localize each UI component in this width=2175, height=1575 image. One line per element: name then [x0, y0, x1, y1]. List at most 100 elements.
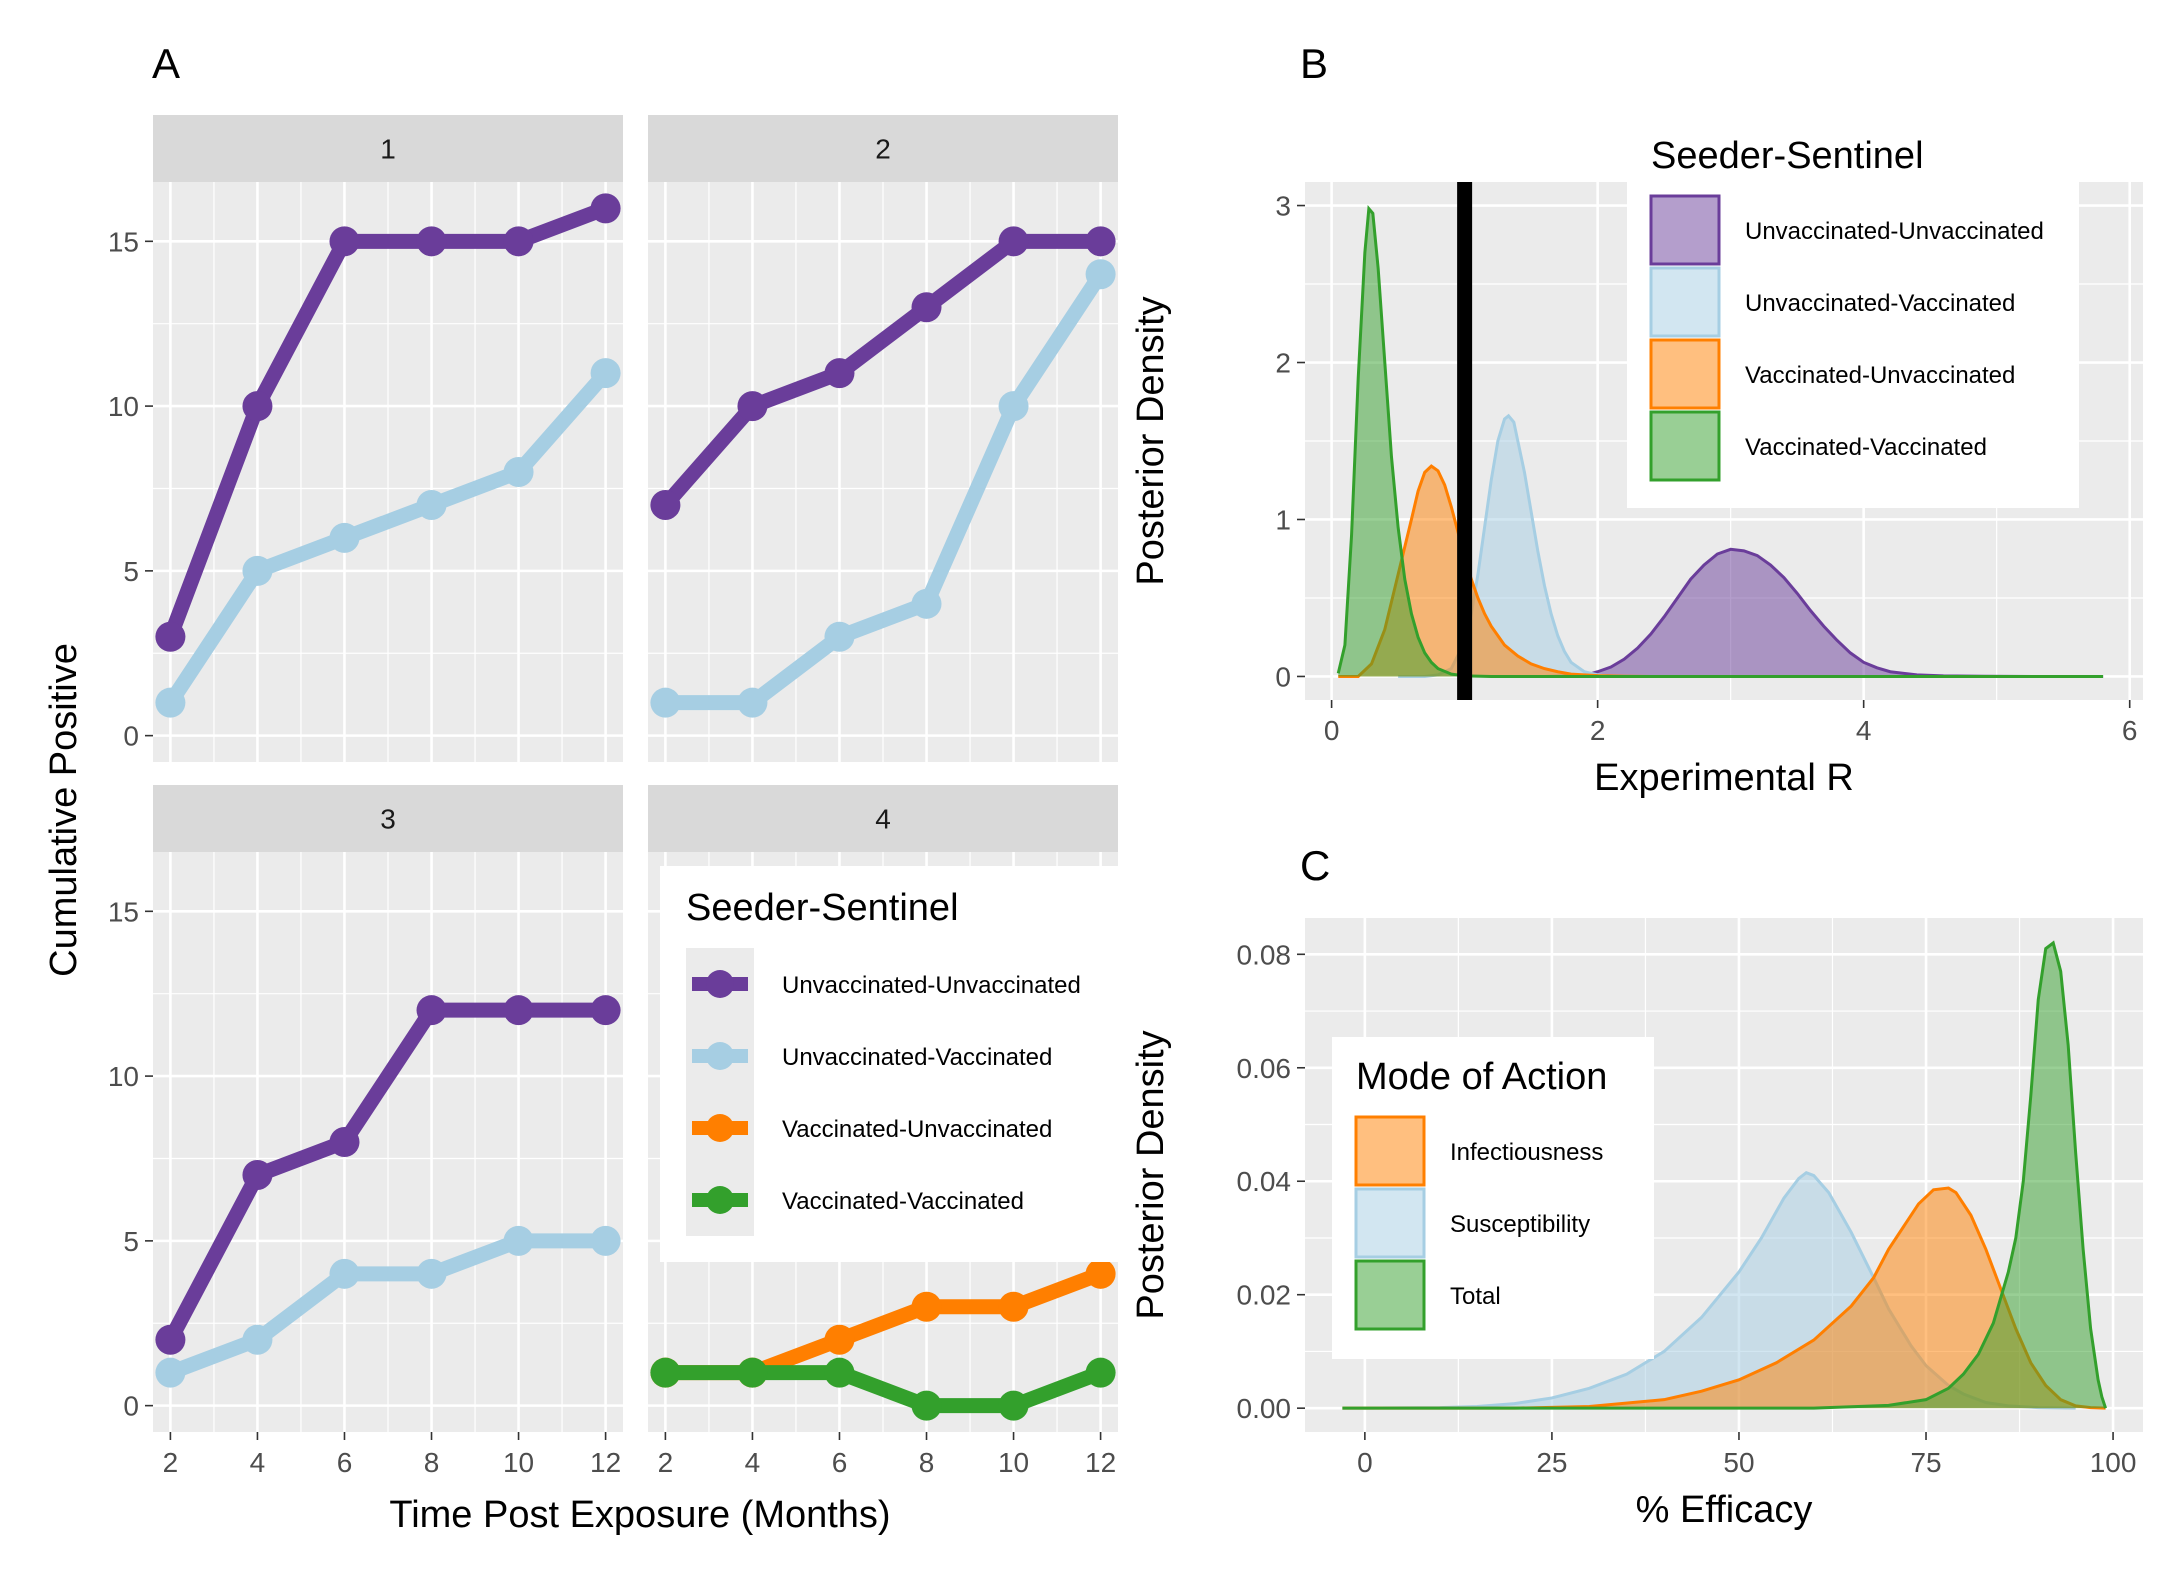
facet-4-series-vaccinated-vaccinated-point: [1085, 1357, 1116, 1388]
facet-1-series-unvaccinated-vaccinated-point: [503, 457, 534, 487]
panel-c-y-tick-label: 0.08: [1237, 939, 1292, 970]
facet-2-series-unvaccinated-vaccinated-point: [911, 588, 942, 619]
facet-2-series-unvaccinated-unvaccinated-point: [650, 489, 681, 520]
facet-4-series-vaccinated-vaccinated-point: [998, 1390, 1029, 1421]
facet-3-series-unvaccinated-unvaccinated-point: [155, 1324, 186, 1355]
panel-a-legend-key-vaccinated-unvaccinated-point: [706, 1114, 734, 1142]
facet-2-series-unvaccinated-unvaccinated-point: [824, 358, 855, 389]
panel-label-a: A: [152, 40, 180, 87]
facet-4-series-vaccinated-vaccinated-point: [650, 1357, 681, 1388]
panel-a-legend-title: Seeder-Sentinel: [686, 887, 959, 929]
facet-3-series-unvaccinated-vaccinated-point: [590, 1225, 621, 1256]
facet-2-series-unvaccinated-vaccinated-point: [824, 621, 855, 652]
panel-c-x-tick-label: 0: [1357, 1447, 1373, 1478]
panel-a-legend-label-unvaccinated-unvaccinated: Unvaccinated-Unvaccinated: [782, 972, 1081, 999]
panel-b-series-vaccinated-unvaccinated-area: [1338, 466, 1651, 677]
facet-1-series-unvaccinated-unvaccinated-point: [155, 621, 186, 652]
panel-b-legend-key-vaccinated-vaccinated: [1649, 410, 1721, 482]
facet-4-series-vaccinated-unvaccinated-point: [1085, 1258, 1116, 1289]
panel-b-series-unvaccinated-unvaccinated-outline: [1491, 547, 2104, 678]
facet-2-series-unvaccinated-vaccinated-point: [650, 687, 681, 718]
facet-4-series-vaccinated-vaccinated-point: [737, 1357, 768, 1388]
facet-3-x-tick-label: 8: [424, 1447, 440, 1478]
panel-b-y-tick-label: 2: [1275, 348, 1291, 379]
panel-c-y-tick-label: 0.06: [1237, 1053, 1292, 1084]
facet-4-series-vaccinated-unvaccinated-point: [911, 1291, 942, 1322]
facet-1-series-unvaccinated-vaccinated-point: [416, 489, 447, 520]
panel-b-x-axis-title: Experimental R: [1594, 757, 1854, 799]
panel-c-x-tick-label: 100: [2090, 1447, 2137, 1478]
panel-b-y-tick-label: 0: [1275, 661, 1291, 692]
panel-c-x-axis-title: % Efficacy: [1636, 1489, 1813, 1531]
facet-3-series-unvaccinated-vaccinated-point: [242, 1324, 273, 1355]
facet-2-series-unvaccinated-vaccinated-point: [998, 391, 1029, 422]
panel-b-series-unvaccinated-vaccinated-area: [1398, 415, 1638, 677]
panel-c-y-axis-title: Posterior Density: [1130, 1030, 1172, 1319]
facet-3-series-unvaccinated-vaccinated-point: [503, 1225, 534, 1256]
panel-c-series-infectiousness-area: [1342, 1188, 2106, 1409]
facet-1-series-unvaccinated-unvaccinated-point: [590, 193, 621, 224]
panel-a-y-axis-title: Cumulative Positive: [43, 643, 85, 977]
facet-1-y-tick-label: 5: [123, 556, 139, 587]
facet-4-x-tick-label: 2: [658, 1447, 674, 1478]
facet-3-series-unvaccinated-unvaccinated-point: [503, 995, 534, 1026]
facet-1-series-unvaccinated-vaccinated-point: [242, 555, 273, 586]
panel-b-legend-label-vaccinated-vaccinated: Vaccinated-Vaccinated: [1745, 434, 1987, 461]
facet-1-series-unvaccinated-unvaccinated-point: [416, 226, 447, 257]
facet-1-series-unvaccinated-unvaccinated-line: [162, 200, 614, 645]
facet-4-series-vaccinated-vaccinated-point: [824, 1357, 855, 1388]
facet-4-x-tick-label: 6: [832, 1447, 848, 1478]
facet-3-series-unvaccinated-unvaccinated-point: [329, 1127, 360, 1157]
facet-3-x-tick-label: 2: [163, 1447, 179, 1478]
facet-4-series-vaccinated-vaccinated-point: [911, 1390, 942, 1421]
facet-2-series-unvaccinated-unvaccinated-point: [911, 292, 942, 323]
facet-4-series-vaccinated-unvaccinated-point: [824, 1324, 855, 1355]
panel-c-legend-title: Mode of Action: [1356, 1056, 1607, 1098]
panel-c-y-tick-label: 0.04: [1237, 1166, 1292, 1197]
facet-3-series-unvaccinated-unvaccinated-point: [242, 1159, 273, 1190]
panel-b-legend-key-unvaccinated-vaccinated: [1649, 266, 1721, 338]
panel-c-series-total-area: [1342, 942, 2106, 1409]
panel-c-x-tick-label: 25: [1536, 1447, 1567, 1478]
facet-3-series-unvaccinated-vaccinated-point: [416, 1258, 447, 1289]
panel-c-y-tick-label: 0.00: [1237, 1393, 1292, 1424]
panel-b-legend-label-unvaccinated-unvaccinated: Unvaccinated-Unvaccinated: [1745, 218, 2044, 245]
panel-a-legend-key-vaccinated-vaccinated-point: [706, 1186, 734, 1214]
facet-4-series-vaccinated-unvaccinated-point: [998, 1291, 1029, 1322]
panel-c-legend-key-infectiousness: [1354, 1115, 1426, 1187]
facet-3-x-tick-label: 4: [250, 1447, 266, 1478]
facet-1-y-tick-label: 0: [123, 721, 139, 752]
facet-3-series-unvaccinated-vaccinated-point: [329, 1258, 360, 1289]
facet-4-x-tick-label: 8: [919, 1447, 935, 1478]
panel-a-legend-label-vaccinated-unvaccinated: Vaccinated-Unvaccinated: [782, 1116, 1052, 1143]
facet-3-x-tick-label: 10: [503, 1447, 534, 1478]
facet-1-series-unvaccinated-unvaccinated-point: [329, 226, 360, 257]
facet-1-series-unvaccinated-vaccinated-point: [155, 687, 186, 718]
facet-1-series-unvaccinated-vaccinated-line: [162, 365, 614, 711]
panel-b-legend-label-unvaccinated-vaccinated: Unvaccinated-Vaccinated: [1745, 290, 2015, 317]
panel-c-y-tick-label: 0.02: [1237, 1280, 1292, 1311]
panel-c-legend-label-infectiousness: Infectiousness: [1450, 1139, 1603, 1166]
facet-1-strip: [153, 115, 623, 182]
facet-2-strip-label: 2: [875, 134, 891, 165]
facet-2-series-unvaccinated-vaccinated-point: [737, 687, 768, 718]
facet-4-x-tick-label: 10: [998, 1447, 1029, 1478]
facet-2-strip: [648, 115, 1118, 182]
facet-3-series-unvaccinated-vaccinated-point: [155, 1357, 186, 1388]
facet-2-series-unvaccinated-vaccinated-point: [1085, 259, 1116, 290]
facet-4-x-tick-label: 4: [745, 1447, 761, 1478]
facet-4-strip: [648, 785, 1118, 852]
panel-b-x-tick-label: 6: [2122, 715, 2138, 746]
facet-1-y-tick-label: 10: [108, 391, 139, 422]
facet-2-series-unvaccinated-unvaccinated-point: [1085, 226, 1116, 257]
facet-1-series-unvaccinated-unvaccinated-point: [503, 226, 534, 257]
facet-3-x-tick-label: 12: [590, 1447, 621, 1478]
panel-b-y-tick-label: 1: [1275, 504, 1291, 535]
facet-3-y-tick-label: 15: [108, 896, 139, 927]
panel-c-legend-label-susceptibility: Susceptibility: [1450, 1211, 1590, 1238]
panel-a-legend-key-unvaccinated-vaccinated-point: [706, 1042, 734, 1070]
facet-3-strip: [153, 785, 623, 852]
panel-c-series-total-outline: [1342, 940, 2108, 1410]
